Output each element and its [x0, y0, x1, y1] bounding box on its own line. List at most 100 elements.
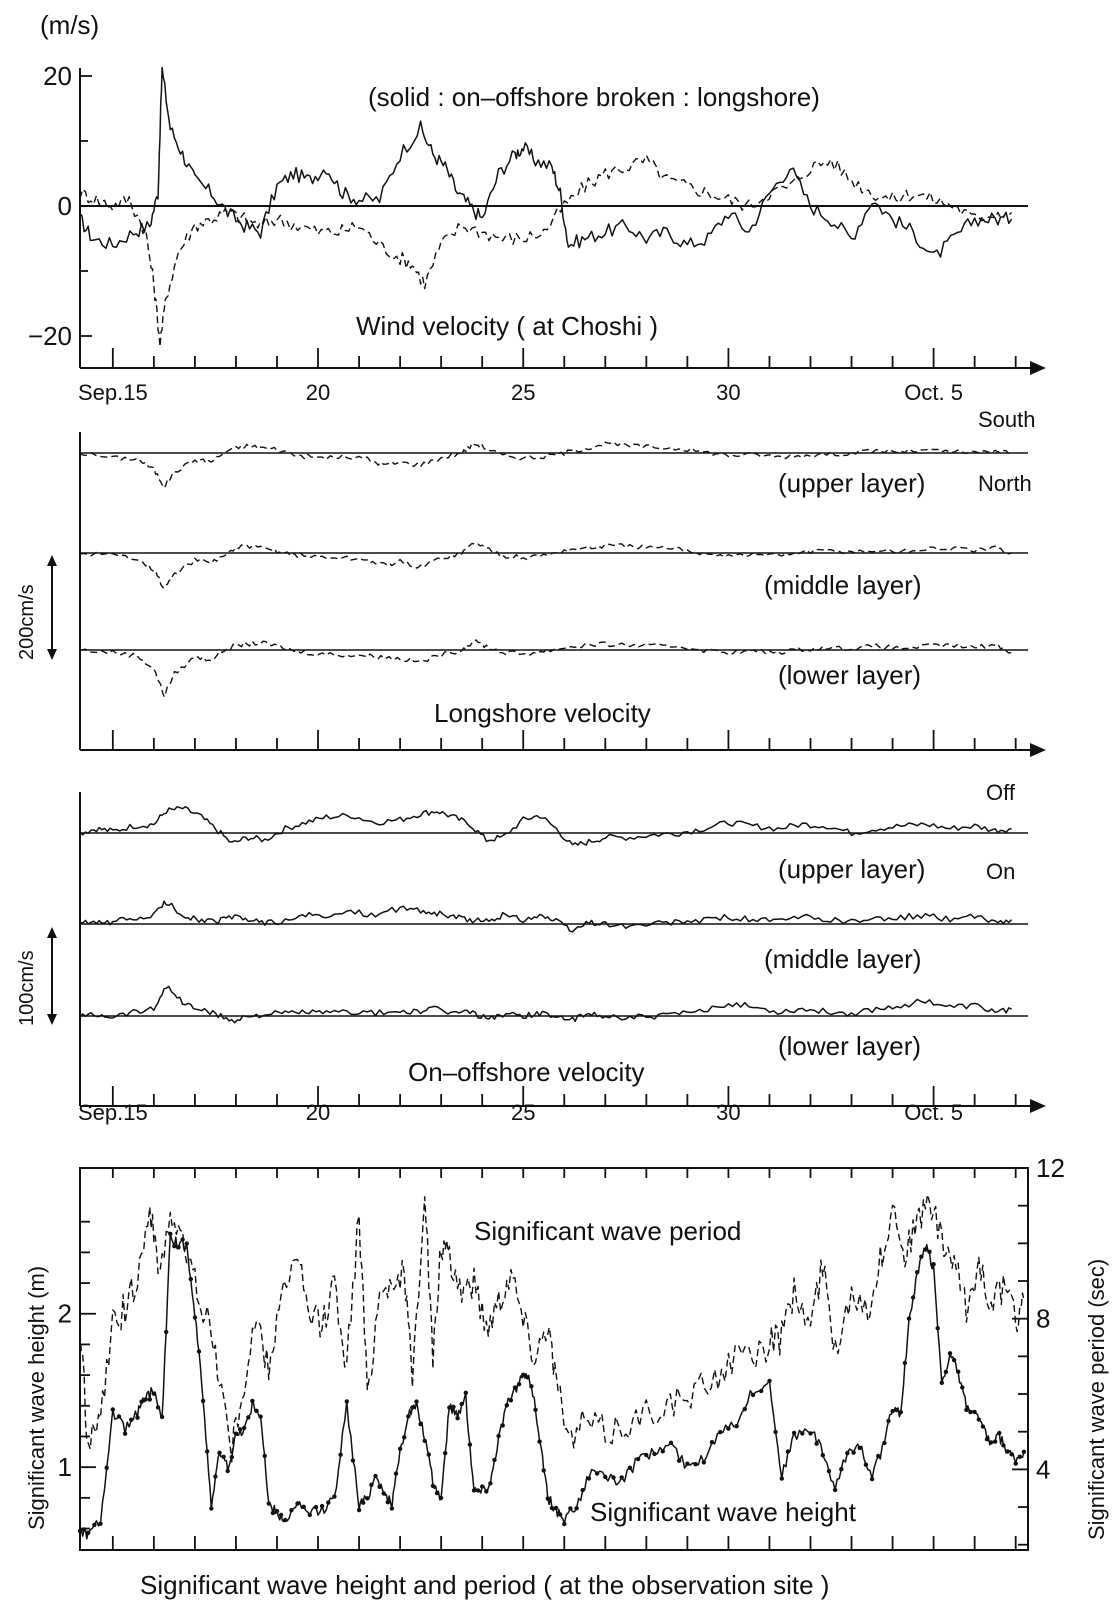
wave-height-point — [447, 1405, 452, 1410]
y2-tick-label: 12 — [1036, 1153, 1065, 1183]
wave-height-point — [549, 1505, 555, 1511]
wave-height-point — [104, 1465, 109, 1471]
y-tick-label: 0 — [58, 191, 72, 221]
wave-height-point — [785, 1449, 791, 1454]
wave-height-point — [188, 1276, 193, 1282]
wave-height-point — [693, 1462, 698, 1467]
wave-height-point — [143, 1397, 148, 1402]
wave-height-point — [611, 1475, 616, 1480]
wave-height-point — [307, 1512, 312, 1518]
wave-height-point — [393, 1471, 399, 1476]
wave-height-point — [726, 1426, 731, 1431]
wave-height-point — [791, 1430, 797, 1436]
longshore-scale-arrow-top — [47, 555, 57, 566]
wave-height-point — [516, 1382, 522, 1387]
wave-height-point — [86, 1530, 91, 1536]
wave-height-point — [77, 1528, 83, 1534]
wave-height-point — [229, 1454, 234, 1460]
wave-height-point — [151, 1391, 157, 1396]
wave-height-point — [389, 1506, 395, 1511]
wave-height-point — [338, 1452, 343, 1457]
wind-panel: (m/s) 20 0 −20 Sep.15 20 25 30 Oct. 5 (solid :… — [28, 10, 1046, 405]
wave-height-point — [988, 1440, 994, 1445]
onoffshore-scale-label: 100cm/s — [16, 950, 38, 1026]
wave-height-point — [168, 1231, 173, 1237]
y-tick-label: 2 — [58, 1299, 72, 1329]
x-tick-label: 20 — [306, 380, 330, 405]
wave-height-point — [159, 1414, 165, 1420]
wave-height-point — [270, 1510, 276, 1516]
wave-height-point — [820, 1453, 825, 1458]
wave-height-point — [537, 1439, 542, 1444]
waves-frame-ticks — [111, 1168, 1017, 1550]
wave-height-point — [139, 1399, 144, 1404]
wave-height-point — [492, 1457, 497, 1463]
wave-height-point — [580, 1487, 585, 1493]
wave-height-point — [350, 1458, 356, 1463]
wave-height-point — [438, 1495, 444, 1501]
waves-series — [77, 1193, 1027, 1540]
longshore-lower-layer-line — [79, 639, 1012, 698]
wave-height-point — [463, 1390, 468, 1396]
wave-height-point — [677, 1458, 682, 1463]
longshore-x-axis-arrow — [1030, 743, 1046, 757]
wave-height-point — [496, 1433, 501, 1439]
wave-height-point — [176, 1245, 181, 1250]
wave-height-point — [894, 1407, 899, 1413]
onoffshore-middle-layer-line — [79, 900, 1013, 933]
wave-height-point — [876, 1453, 881, 1459]
wave-height-point — [246, 1415, 251, 1420]
wave-height-point — [1017, 1454, 1022, 1459]
onoffshore-panel: Sep.15 20 25 30 Oct. 5 Off On (upper layer) … — [16, 780, 1046, 1125]
wave-height-point — [500, 1423, 505, 1428]
wave-height-point — [129, 1417, 134, 1422]
wave-height-point — [800, 1431, 805, 1436]
wave-height-point — [750, 1392, 756, 1398]
wave-height-point — [283, 1517, 288, 1523]
wave-height-point — [545, 1496, 550, 1501]
wave-height-point — [369, 1482, 374, 1488]
wave-height-point — [718, 1429, 723, 1435]
wave-height-point — [919, 1254, 924, 1259]
onoffshore-upper-layer-line — [79, 805, 1012, 846]
onoffshore-x-ticks: Sep.15 20 25 30 Oct. 5 — [78, 1086, 1017, 1125]
wave-height-point — [533, 1407, 538, 1413]
wave-height-point — [242, 1425, 247, 1431]
wave-height-point — [459, 1401, 464, 1407]
x-tick-label: 30 — [716, 1100, 740, 1125]
wave-height-point — [976, 1417, 981, 1422]
onoffshore-scale-arrow-top — [47, 927, 57, 938]
wave-height-point — [480, 1484, 485, 1489]
wave-height-point — [521, 1372, 526, 1378]
wave-height-point — [471, 1488, 477, 1493]
wave-height-point — [972, 1409, 977, 1415]
wave-period-line — [79, 1193, 1025, 1463]
series-on–offshore-line — [79, 66, 1013, 258]
wave-height-point — [258, 1414, 263, 1419]
wave-height-point — [951, 1357, 957, 1363]
wave-height-point — [832, 1487, 838, 1493]
wave-height-point — [541, 1468, 546, 1473]
wave-height-point — [361, 1500, 366, 1505]
x-tick-label: 25 — [511, 380, 535, 405]
waves-left-axis-label: Significant wave height (m) — [24, 1266, 49, 1530]
wave-height-point — [845, 1450, 850, 1456]
wave-height-point — [418, 1421, 423, 1427]
wave-height-point — [381, 1491, 386, 1496]
wind-unit-label: (m/s) — [40, 10, 99, 40]
wave-height-point — [980, 1424, 986, 1429]
wave-height-point — [927, 1249, 932, 1255]
wave-height-point — [237, 1427, 243, 1432]
wave-height-point — [627, 1465, 633, 1470]
wave-height-point — [467, 1442, 473, 1447]
wave-height-point — [414, 1399, 419, 1404]
wave-height-point — [1021, 1449, 1027, 1455]
wave-height-point — [1001, 1443, 1006, 1448]
wave-height-point — [301, 1504, 306, 1510]
wave-height-point — [451, 1404, 456, 1410]
y-tick-label: −20 — [28, 321, 72, 351]
wave-height-point — [92, 1522, 97, 1528]
wave-height-point — [660, 1449, 665, 1454]
wave-height-point — [488, 1481, 493, 1486]
wind-x-axis-arrow — [1030, 361, 1046, 375]
